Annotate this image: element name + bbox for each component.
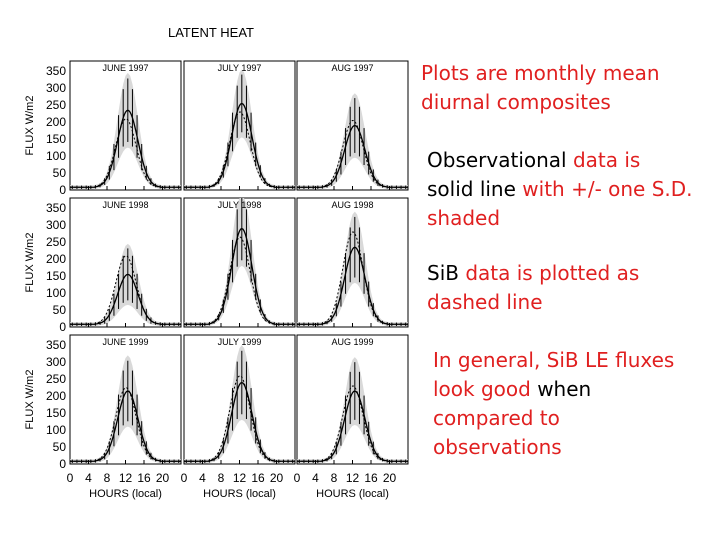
panel-title: JUNE 1998 — [102, 200, 148, 210]
x-tick-label: 4 — [199, 471, 206, 485]
note4-line2a: look good — [433, 377, 538, 401]
y-tick-label: 350 — [46, 64, 66, 78]
x-tick-label: 12 — [233, 471, 247, 485]
note2-line1b: data is — [572, 148, 641, 172]
note2-line1: Observational data is — [427, 146, 693, 175]
y-tick-label: 250 — [46, 98, 66, 112]
y-tick-label: 100 — [46, 286, 66, 300]
y-tick-label: 50 — [53, 440, 67, 454]
note4-line1: In general, SiB LE fluxes — [433, 348, 675, 372]
x-tick-label: 12 — [346, 471, 360, 485]
panel-title: JUNE 1999 — [102, 337, 148, 347]
panel-title: AUG 1997 — [331, 63, 373, 73]
x-tick-label: 8 — [331, 471, 338, 485]
sd-band — [70, 243, 181, 327]
note4-line2b: when — [537, 377, 592, 401]
x-tick-label: 8 — [104, 471, 111, 485]
note-general: In general, SiB LE fluxes look good when… — [433, 346, 674, 462]
x-tick-label: 0 — [181, 471, 188, 485]
y-tick-label: 300 — [46, 81, 66, 95]
note2-line1a: Observational — [427, 148, 573, 172]
note3-line1a: SiB — [427, 261, 466, 285]
y-tick-label: 200 — [46, 115, 66, 129]
y-tick-label: 300 — [46, 218, 66, 232]
sd-band — [184, 198, 295, 327]
panel-title: JULY 1999 — [218, 337, 262, 347]
panel-title: AUG 1999 — [331, 337, 373, 347]
panel-title: JULY 1998 — [218, 200, 262, 210]
x-tick-label: 20 — [383, 471, 397, 485]
note2-line2: solid line with +/- one S.D. — [427, 175, 693, 204]
y-tick-label: 300 — [46, 355, 66, 369]
note1-line2: diurnal composites — [421, 90, 611, 114]
x-tick-label: 20 — [156, 471, 170, 485]
sd-band — [70, 355, 181, 464]
x-tick-label: 4 — [312, 471, 319, 485]
x-tick-label: 12 — [119, 471, 133, 485]
y-tick-label: 200 — [46, 389, 66, 403]
y-axis-label: FLUX W/m2 — [24, 96, 36, 156]
sd-band — [184, 69, 295, 190]
panel-title: JUNE 1997 — [102, 63, 148, 73]
x-tick-label: 16 — [251, 471, 265, 485]
note2-line2b: with +/- one S.D. — [522, 177, 693, 201]
y-axis-label: FLUX W/m2 — [24, 370, 36, 430]
note3-line1b: data is plotted as — [465, 261, 640, 285]
note4-line4: observations — [433, 435, 562, 459]
y-tick-label: 150 — [46, 269, 66, 283]
sd-band — [297, 357, 408, 464]
sd-band — [184, 345, 295, 464]
x-tick-label: 4 — [85, 471, 92, 485]
note-sib: SiB data is plotted as dashed line — [427, 259, 639, 317]
note2-line3: shaded — [427, 206, 501, 230]
x-tick-label: 8 — [218, 471, 225, 485]
y-axis-label: FLUX W/m2 — [24, 233, 36, 293]
note4-line3: compared to — [433, 406, 560, 430]
y-tick-label: 350 — [46, 338, 66, 352]
figure-title: LATENT HEAT — [168, 25, 254, 40]
sib-line — [297, 119, 408, 188]
sd-band — [70, 72, 181, 190]
y-tick-label: 150 — [46, 406, 66, 420]
note-observational: Observational data is solid line with +/… — [427, 146, 693, 233]
y-tick-label: 100 — [46, 423, 66, 437]
y-tick-label: 100 — [46, 149, 66, 163]
note-monthly-composites: Plots are monthly mean diurnal composite… — [421, 59, 660, 117]
x-axis-label: HOURS (local) — [89, 488, 162, 500]
y-tick-label: 250 — [46, 372, 66, 386]
sd-band — [297, 211, 408, 327]
y-tick-label: 200 — [46, 252, 66, 266]
x-tick-label: 16 — [137, 471, 151, 485]
note2-line2a: solid line — [427, 177, 523, 201]
y-tick-label: 0 — [59, 457, 66, 471]
x-axis-label: HOURS (local) — [203, 488, 276, 500]
y-tick-label: 50 — [53, 166, 67, 180]
x-axis-label: HOURS (local) — [316, 488, 389, 500]
sib-line — [297, 385, 408, 462]
x-tick-label: 0 — [294, 471, 301, 485]
y-tick-label: 250 — [46, 235, 66, 249]
y-tick-label: 150 — [46, 132, 66, 146]
x-tick-label: 16 — [364, 471, 378, 485]
sib-line — [297, 231, 408, 325]
sd-band — [297, 93, 408, 190]
y-tick-label: 50 — [53, 303, 67, 317]
note3-line2: dashed line — [427, 290, 543, 314]
y-tick-label: 0 — [59, 320, 66, 334]
y-tick-label: 0 — [59, 183, 66, 197]
x-tick-label: 20 — [270, 471, 284, 485]
x-tick-label: 0 — [67, 471, 74, 485]
panel-title: JULY 1997 — [218, 63, 262, 73]
sib-line — [184, 111, 295, 188]
panel-title: AUG 1998 — [331, 200, 373, 210]
note1-line1: Plots are monthly mean — [421, 61, 660, 85]
y-tick-label: 350 — [46, 201, 66, 215]
